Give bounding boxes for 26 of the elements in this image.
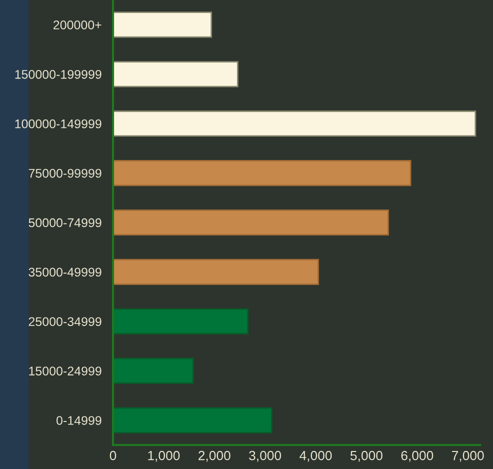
y-tick-label: 0-14999 xyxy=(56,416,102,425)
x-tick-label: 3,000 xyxy=(249,450,282,462)
y-tick-label: 15000-24999 xyxy=(29,366,102,376)
bar xyxy=(113,12,212,38)
x-tick-label: 5,000 xyxy=(350,450,382,462)
bar xyxy=(113,308,249,334)
x-tick-label: 1,000 xyxy=(148,450,180,462)
y-tick-label: 75000-99999 xyxy=(28,168,102,178)
y-tick-label: 50000-74999 xyxy=(28,218,102,228)
x-tick-label: 6,000 xyxy=(401,450,434,462)
bar xyxy=(113,407,272,434)
bar xyxy=(113,110,476,137)
bar xyxy=(113,209,389,236)
y-tick-label: 200000+ xyxy=(54,20,102,30)
bar xyxy=(113,61,238,88)
x-tick-label: 0 xyxy=(110,450,116,460)
y-tick-label: 100000-149999 xyxy=(15,119,102,128)
x-tick-label: 2,000 xyxy=(198,450,230,462)
x-tick-label: 7,000 xyxy=(452,450,484,462)
y-tick-label: 35000-49999 xyxy=(28,268,102,277)
bar xyxy=(113,160,412,186)
bar xyxy=(113,258,319,285)
bar xyxy=(113,358,194,384)
y-tick-label: 150000-199999 xyxy=(15,70,102,79)
y-tick-label: 25000-34999 xyxy=(28,317,102,326)
x-tick-label: 4,000 xyxy=(300,450,332,462)
